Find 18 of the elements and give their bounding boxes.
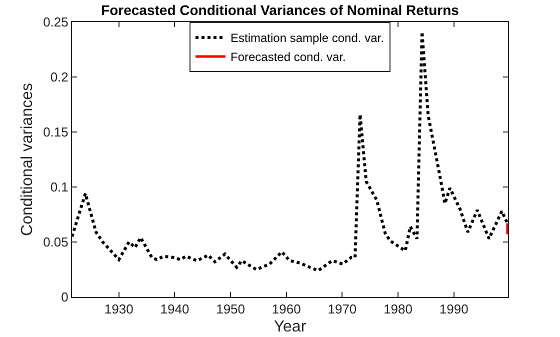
x-tick-label: 1960 [272,302,301,317]
y-tick-label: 0.05 [43,234,68,250]
chart-title: Forecasted Conditional Variances of Nominal Returns [101,2,460,18]
x-tick-label: 1940 [160,302,190,317]
y-tick-label: 0.1 [50,180,68,195]
x-tick-label: 1950 [216,302,246,317]
legend-label: Forecasted cond. var. [230,50,346,64]
y-axis-title: Conditional variances [18,83,36,236]
legend-label: Estimation sample cond. var. [230,31,384,46]
x-tick-label: 1990 [439,302,468,317]
y-tick-label: 0.15 [43,124,68,140]
x-axis-title: Year [274,318,307,336]
x-tick-label: 1930 [104,302,134,317]
y-tick-label: 0.2 [50,70,68,85]
x-tick-label: 1970 [328,302,357,317]
x-tick-label: 1980 [384,302,412,317]
y-tick-label: 0 [61,290,68,305]
y-tick-label: 0.25 [43,14,68,30]
